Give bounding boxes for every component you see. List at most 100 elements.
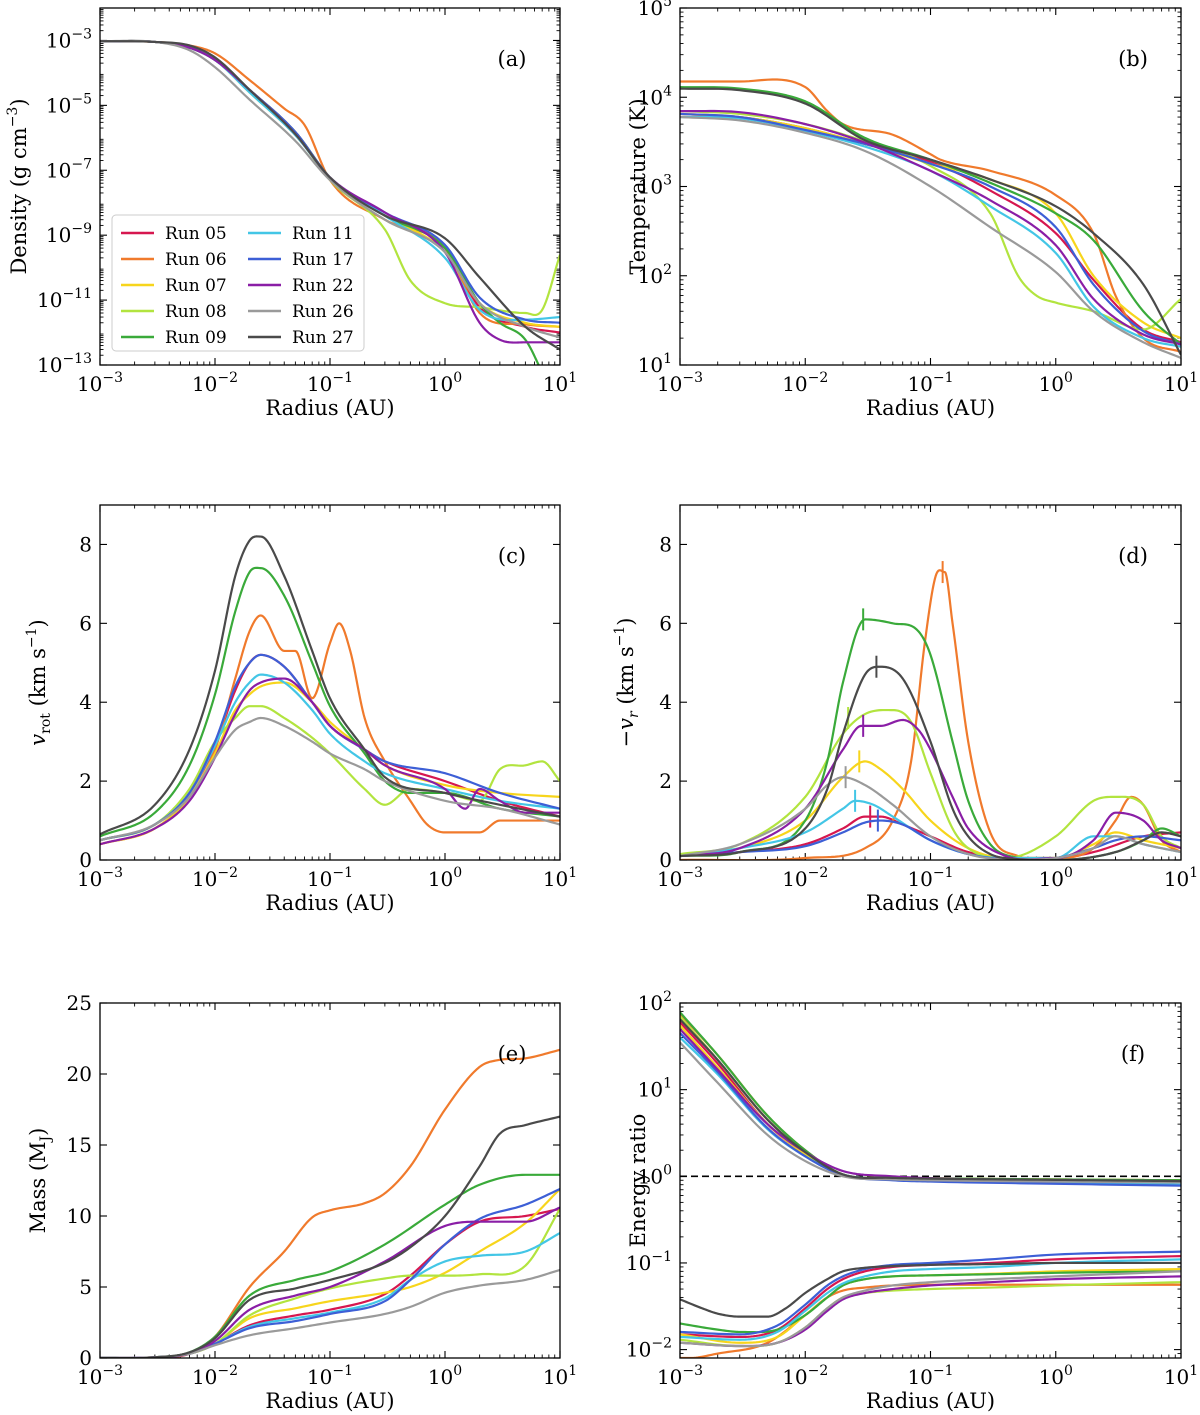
x-tick-label: 10−2 — [782, 865, 828, 891]
y-tick-label: 103 — [638, 173, 672, 199]
x-tick-label: 10−3 — [77, 1363, 123, 1389]
x-tick-label: 10−3 — [657, 1363, 703, 1389]
y-tick-label: 105 — [638, 0, 672, 20]
legend-label: Run 08 — [165, 302, 227, 322]
series-line-run-09 — [680, 1011, 1181, 1182]
panel-label: (b) — [1118, 47, 1148, 71]
x-axis-label: Radius (AU) — [265, 1389, 394, 1413]
legend-label: Run 27 — [292, 328, 354, 348]
series-line-run-27 — [100, 1115, 560, 1358]
series-line-run-22 — [100, 1206, 560, 1358]
x-tick-label: 10−2 — [192, 370, 238, 396]
series-line-run-09 — [680, 1270, 1181, 1334]
y-tick-label: 10−13 — [37, 351, 92, 377]
y-tick-label: 104 — [638, 83, 672, 109]
y-axis-label: Mass (MJ) — [26, 1128, 54, 1234]
plot-frame — [679, 7, 1182, 366]
legend-label: Run 07 — [165, 276, 227, 296]
y-tick-label: 0 — [79, 848, 92, 872]
x-tick-label: 100 — [1039, 1363, 1073, 1389]
series-line-run-26 — [680, 1041, 1181, 1184]
y-axis-label: vrot (km s−1) — [24, 619, 54, 745]
series-group — [100, 39, 560, 365]
x-axis-label: Radius (AU) — [265, 891, 394, 915]
x-axis-label: Radius (AU) — [866, 891, 995, 915]
series-line-run-08 — [680, 708, 1181, 860]
series-line-run-26 — [100, 716, 560, 842]
y-axis-label: Temperature (K) — [626, 98, 650, 274]
y-tick-label: 8 — [659, 532, 672, 556]
legend-label: Run 06 — [165, 250, 227, 270]
y-tick-label: 4 — [79, 690, 92, 714]
y-tick-label: 25 — [67, 991, 92, 1015]
series-line-run-27 — [680, 87, 1181, 356]
y-axis-label: Density (g cm−3) — [5, 98, 31, 274]
panel-label: (a) — [498, 47, 527, 71]
series-line-run-09 — [100, 1173, 560, 1358]
x-tick-label: 10−1 — [907, 1363, 953, 1389]
y-tick-label: 10−1 — [626, 1249, 672, 1275]
series-line-run-08 — [680, 1015, 1181, 1182]
panel-a: 10−3 10−2 10−1 100 101 10−13 10−11 10−9 10−7 10−5… — [5, 7, 577, 420]
series-line-run-27 — [680, 665, 1181, 860]
x-tick-label: 100 — [428, 370, 462, 396]
x-tick-label: 10−2 — [192, 1363, 238, 1389]
series-group — [680, 1011, 1181, 1358]
x-tick-label: 10−3 — [77, 370, 123, 396]
legend-label: Run 11 — [292, 224, 354, 244]
plot-frame — [99, 504, 561, 861]
series-line-run-06 — [680, 1283, 1181, 1358]
series-line-run-06 — [680, 78, 1181, 354]
series-line-run-26 — [680, 1270, 1181, 1348]
y-tick-label: 6 — [659, 611, 672, 635]
y-tick-label: 10−5 — [46, 91, 92, 117]
y-tick-label: 15 — [67, 1133, 92, 1157]
plot-frame — [99, 1002, 561, 1359]
series-line-run-27 — [680, 1261, 1181, 1318]
y-tick-label: 10−11 — [37, 286, 92, 312]
panel-b: 10−3 10−2 10−1 100 101 101 102 103 104 105 (b) Radi… — [626, 0, 1198, 420]
y-axis-label: Energy ratio — [626, 1114, 650, 1248]
x-tick-label: 10−1 — [307, 865, 353, 891]
series-line-run-07 — [680, 112, 1181, 340]
x-tick-label: 101 — [1164, 865, 1198, 891]
series-line-run-11 — [680, 115, 1181, 348]
series-line-run-06 — [680, 569, 1181, 860]
series-line-run-17 — [680, 1250, 1181, 1336]
series-line-run-26 — [100, 39, 560, 339]
y-tick-label: 5 — [79, 1275, 92, 1299]
series-line-run-22 — [680, 109, 1181, 346]
panel-f: 10−3 10−2 10−1 100 10110−210−1100101102(f)Ra… — [626, 989, 1198, 1413]
y-tick-label: 102 — [638, 989, 672, 1015]
series-line-run-17 — [680, 819, 1181, 860]
series-line-run-26 — [680, 776, 1181, 860]
y-axis-label: −vr (km s−1) — [612, 618, 642, 748]
y-tick-label: 102 — [638, 262, 672, 288]
panel-label: (c) — [498, 544, 526, 568]
panel-label: (d) — [1118, 544, 1148, 568]
series-line-run-26 — [680, 115, 1181, 359]
x-tick-label: 10−2 — [192, 865, 238, 891]
x-tick-label: 10−2 — [782, 1363, 828, 1389]
x-tick-label: 10−3 — [657, 370, 703, 396]
x-tick-label: 101 — [1164, 1363, 1198, 1389]
legend-box — [111, 214, 365, 352]
x-tick-label: 10−1 — [907, 370, 953, 396]
series-line-run-05 — [680, 1254, 1181, 1339]
x-tick-label: 101 — [543, 370, 577, 396]
series-line-run-27 — [100, 535, 560, 836]
x-axis-label: Radius (AU) — [265, 396, 394, 420]
legend-label: Run 22 — [292, 276, 354, 296]
y-tick-label: 101 — [638, 351, 672, 377]
series-line-run-07 — [680, 760, 1181, 860]
x-tick-label: 10−3 — [77, 865, 123, 891]
legend: Run 05 Run 06 Run 07 Run 08 Run 09 Run 11 Run … — [111, 214, 365, 352]
x-tick-label: 10−1 — [907, 865, 953, 891]
x-tick-label: 101 — [1164, 370, 1198, 396]
y-tick-label: 100 — [638, 1162, 672, 1188]
y-tick-label: 4 — [659, 690, 672, 714]
x-tick-label: 100 — [1039, 370, 1073, 396]
x-axis-label: Radius (AU) — [866, 396, 995, 420]
x-tick-label: 100 — [1039, 865, 1073, 891]
